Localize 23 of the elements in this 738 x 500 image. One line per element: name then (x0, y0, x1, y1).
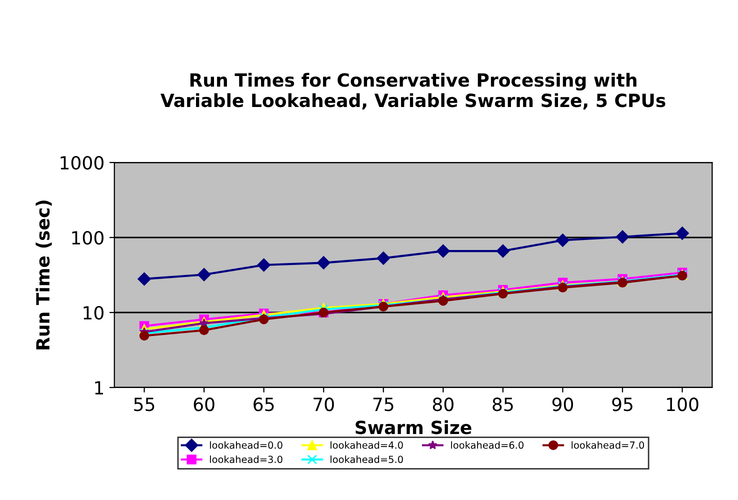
chart-title: Run Times for Conservative Processing with Variable Lookahead, Variable Swarm Size, 5 CPUs (160, 72, 666, 110)
x-tick-label: 60 (194, 398, 214, 412)
x-tick-label: 55 (134, 398, 154, 412)
y-tick-label: 1000 (60, 156, 104, 170)
x-tick-label: 65 (254, 398, 274, 412)
legend-label: lookahead=6.0 (451, 441, 524, 449)
x-tick-label: 85 (492, 398, 513, 412)
legend-label: lookahead=7.0 (572, 441, 644, 449)
x-tick-label: 100 (667, 398, 698, 412)
legend-label: lookahead=4.0 (330, 441, 403, 449)
x-tick-label: 75 (373, 398, 394, 412)
x-tick-label: 70 (314, 398, 334, 412)
x-axis-title: Swarm Size (356, 420, 472, 434)
y-tick-label: 10 (84, 306, 104, 320)
legend-label: lookahead=5.0 (330, 456, 403, 464)
x-tick-label: 90 (552, 398, 574, 412)
legend-label: lookahead=3.0 (210, 456, 282, 464)
y-tick-label: 100 (72, 230, 104, 245)
legend-label: lookahead=0.0 (210, 441, 282, 449)
y-tick-label: 1 (95, 381, 103, 394)
x-tick-label: 80 (432, 398, 454, 412)
y-axis-title: Run Time (sec) (36, 200, 52, 350)
x-tick-label: 95 (612, 398, 632, 412)
